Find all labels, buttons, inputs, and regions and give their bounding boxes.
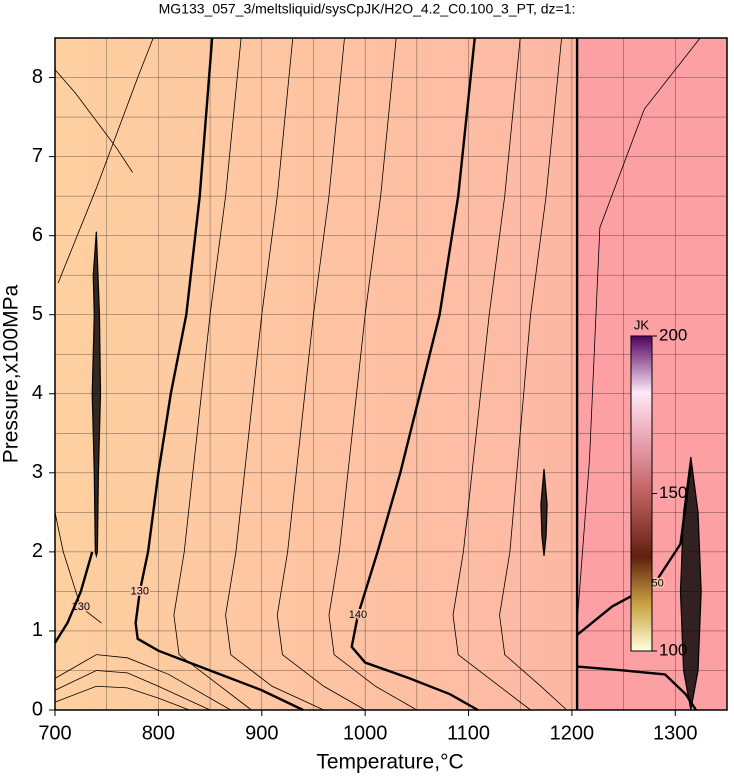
colorbar-tick-label: 150	[659, 483, 687, 502]
colorbar-tick-label: 100	[659, 640, 687, 659]
y-tick-label: 2	[32, 540, 43, 562]
y-tick-label: 5	[32, 303, 43, 325]
contour-line	[134, 37, 304, 712]
contour-line	[499, 37, 568, 711]
y-tick-label: 3	[32, 461, 43, 483]
contour-line	[576, 37, 701, 624]
contour-line	[53, 551, 94, 644]
y-tick-label: 7	[32, 145, 43, 167]
y-tick-label: 6	[32, 224, 43, 246]
contour-line	[350, 37, 479, 712]
y-tick-label: 1	[32, 619, 43, 641]
contour-line	[276, 37, 366, 711]
y-axis-label: Pressure,x100MPa	[0, 284, 23, 463]
y-tick-label: 4	[32, 382, 43, 404]
x-tick-label: 900	[245, 722, 278, 744]
contour-label: 140	[349, 609, 367, 621]
plot-frame	[54, 37, 728, 711]
colorbar	[630, 335, 653, 652]
contour-line	[328, 37, 418, 711]
x-tick-label: 1200	[550, 722, 595, 744]
contour-cluster	[91, 231, 102, 559]
contour-line	[57, 37, 154, 284]
x-tick-label: 800	[142, 722, 175, 744]
chart-title: MG133_057_3/meltsliquid/sysCpJK/H2O_4.2_…	[159, 1, 576, 17]
contour-cluster	[540, 468, 548, 556]
x-axis-label: Temperature,°C	[316, 751, 463, 774]
y-tick-label: 8	[32, 66, 43, 88]
colorbar-label: JK	[634, 317, 650, 332]
contour-line	[54, 654, 231, 711]
x-tick-label: 700	[38, 722, 71, 744]
contour-line	[54, 685, 190, 711]
contour-line	[54, 512, 102, 624]
contour-line	[225, 37, 324, 711]
contour-label: 130	[131, 585, 149, 597]
contour-line	[173, 37, 252, 711]
x-tick-label: 1300	[653, 722, 698, 744]
contour-line	[54, 670, 211, 711]
contour-line	[452, 37, 531, 711]
x-tick-label: 1100	[447, 722, 490, 744]
y-tick-label: 0	[32, 698, 43, 720]
colorbar-tick-label: 200	[659, 325, 687, 344]
x-tick-label: 1000	[343, 722, 388, 744]
contour-line	[54, 69, 133, 173]
